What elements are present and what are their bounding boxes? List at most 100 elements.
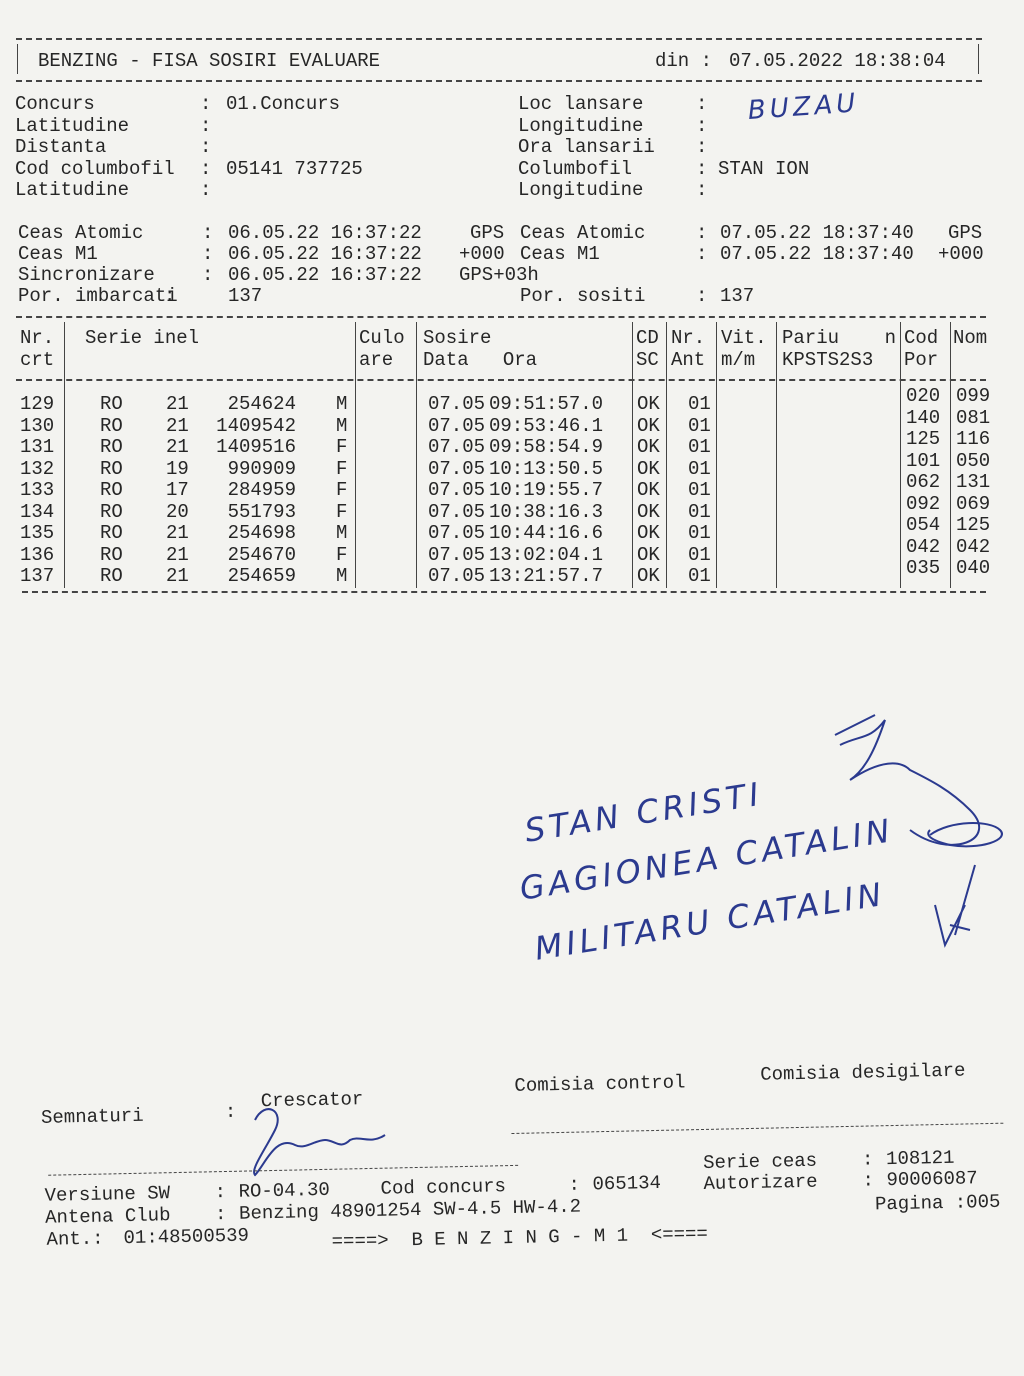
cell: 137 <box>20 565 55 587</box>
separator: : <box>568 1173 581 1196</box>
cell: 01 <box>688 414 711 437</box>
cell: 050 <box>956 449 991 472</box>
separator: : <box>200 93 212 115</box>
cell: 1409542 <box>216 414 296 437</box>
cell: 09:58:54.9 <box>489 436 604 458</box>
cell: 125 <box>906 428 941 450</box>
cell: 01 <box>688 436 711 458</box>
field-label: Ora lansarii <box>518 136 655 158</box>
cell: 132 <box>20 457 55 480</box>
cell: 19 <box>166 457 189 480</box>
column-header: Por <box>904 349 939 371</box>
field-suffix: +000 <box>459 243 505 265</box>
field-label: Ceas Atomic <box>18 222 144 244</box>
field-label: Distanta <box>15 136 107 158</box>
field-suffix: GPS <box>948 222 983 244</box>
cell: OK <box>637 479 660 501</box>
separator: : <box>696 136 708 158</box>
column-header: KPSTS2S3 <box>782 349 874 371</box>
cell: F <box>336 479 348 501</box>
cell: 07.05 <box>428 479 486 501</box>
field-suffix: GPS+03h <box>459 264 539 286</box>
field-suffix: +000 <box>938 243 984 265</box>
column-header: Sosire <box>423 327 492 349</box>
column-rule <box>355 322 356 588</box>
cell: 136 <box>20 543 55 566</box>
field-label: Loc lansare <box>518 93 644 115</box>
column-header: Nr. <box>671 327 706 349</box>
footer-value: 108121 <box>885 1146 955 1171</box>
cell: 042 <box>906 535 941 558</box>
cell: M <box>336 522 348 544</box>
cell: RO <box>100 479 123 501</box>
cell: 069 <box>956 492 991 515</box>
cell: 125 <box>956 514 991 536</box>
cell: OK <box>637 522 660 544</box>
banner: ====> B E N Z I N G - M 1 <==== <box>331 1222 709 1253</box>
cell: 116 <box>956 428 991 450</box>
title: BENZING - FISA SOSIRI EVALUARE <box>38 50 381 72</box>
cell: 140 <box>906 406 941 429</box>
cell: 07.05 <box>428 565 486 587</box>
field-value: 137 <box>228 285 263 307</box>
column-header: CD <box>636 327 659 349</box>
cell: RO <box>100 522 123 544</box>
column-rule <box>666 322 667 588</box>
field-label: Ceas M1 <box>18 243 98 265</box>
cell: 101 <box>906 449 941 472</box>
separator: : <box>696 179 708 201</box>
cell: 20 <box>166 500 189 523</box>
cell: 21 <box>166 522 189 544</box>
cell: F <box>336 500 348 523</box>
field-value: 137 <box>720 285 755 307</box>
cell: 07.05 <box>428 500 486 523</box>
cell: F <box>336 543 348 566</box>
cell: 01 <box>688 565 711 587</box>
field-value: 06.05.22 16:37:22 <box>228 264 422 286</box>
separator: : <box>200 158 212 180</box>
column-header: Nom <box>953 327 988 349</box>
cell: 07.05 <box>428 436 486 458</box>
separator: : <box>862 1169 875 1192</box>
cell: 10:38:16.3 <box>489 500 604 523</box>
column-header: m/m <box>721 349 756 371</box>
column-rule <box>776 322 777 588</box>
cell: 131 <box>20 436 55 458</box>
rule <box>16 38 982 40</box>
signature <box>934 864 976 948</box>
separator: : <box>202 222 214 244</box>
cell: 21 <box>166 393 189 415</box>
separator: : <box>202 264 214 286</box>
field-label: Por. sositi <box>520 285 646 307</box>
date-label: din : <box>655 50 713 72</box>
separator: : <box>202 243 214 265</box>
field-label: Longitudine <box>518 179 644 201</box>
field-value: 01.Concurs <box>226 93 341 115</box>
signature <box>927 822 1003 848</box>
cell: 254698 <box>227 522 296 544</box>
separator: : <box>696 93 708 115</box>
column-header: Nr. <box>20 327 55 349</box>
rule <box>17 44 18 74</box>
cell: 01 <box>688 393 711 415</box>
cell: 10:13:50.5 <box>489 457 604 480</box>
column-rule <box>64 322 65 588</box>
separator: : <box>200 115 212 137</box>
cell: 551793 <box>227 500 296 523</box>
cell: 092 <box>906 492 941 515</box>
cell: RO <box>100 414 123 437</box>
rule <box>978 44 979 74</box>
column-rule <box>950 322 951 588</box>
separator: : <box>696 222 708 244</box>
cell: 081 <box>956 406 991 429</box>
separator: : <box>224 1100 237 1123</box>
field-label: Ceas M1 <box>520 243 600 265</box>
field-label: Latitudine <box>15 179 130 201</box>
date: 07.05.2022 18:38:04 <box>729 50 946 72</box>
cell: 01 <box>688 479 711 501</box>
cell: 254659 <box>227 565 296 587</box>
cell: 01 <box>688 543 711 566</box>
field-value: 05141 737725 <box>226 158 363 180</box>
